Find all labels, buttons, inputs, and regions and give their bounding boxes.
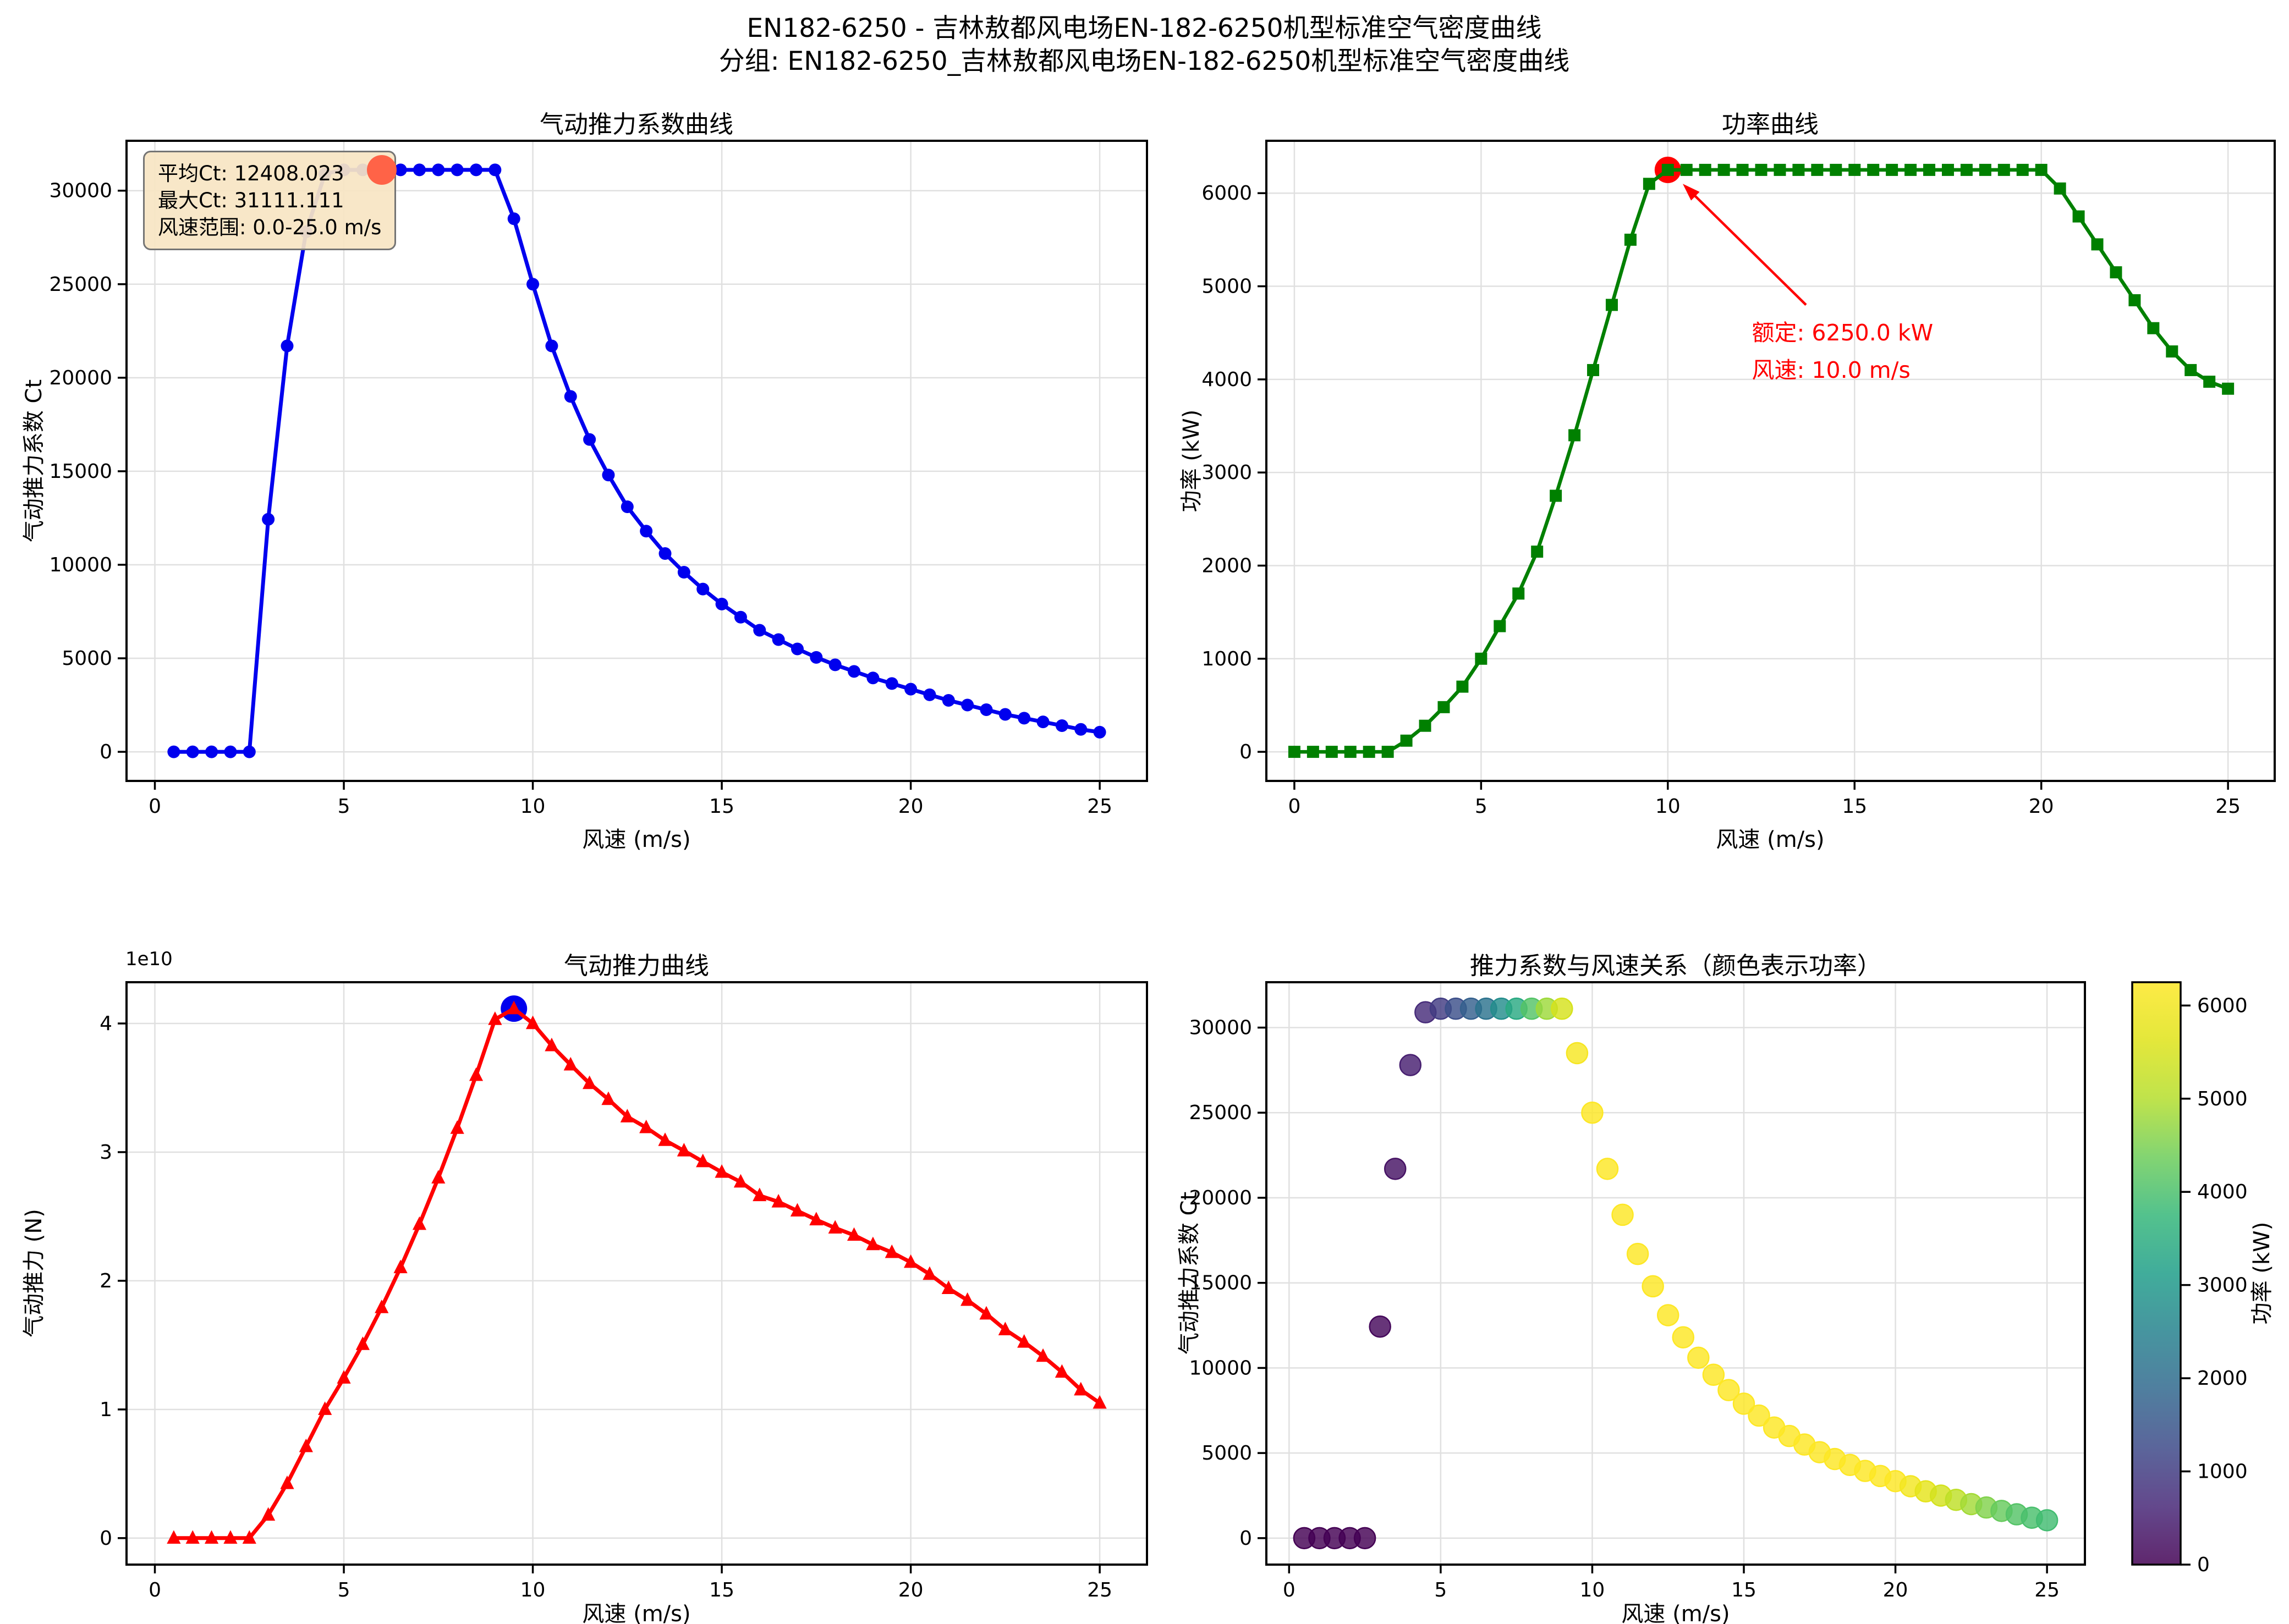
svg-text:5000: 5000 [62, 647, 112, 670]
svg-text:20: 20 [1883, 1579, 1908, 1601]
figure-subtitle: 分组: EN182-6250_吉林敖都风电场EN-182-6250机型标准空气密… [718, 46, 1570, 76]
svg-text:10000: 10000 [1189, 1357, 1252, 1379]
svg-text:5: 5 [338, 795, 350, 818]
svg-text:5: 5 [1434, 1579, 1447, 1601]
rated-power-annotation: 额定: 6250.0 kW 风速: 10.0 m/s [1752, 314, 1934, 389]
svg-text:25: 25 [1087, 1579, 1112, 1601]
svg-text:15000: 15000 [49, 460, 112, 483]
svg-text:1000: 1000 [2197, 1461, 2248, 1483]
svg-text:5000: 5000 [2197, 1088, 2248, 1110]
svg-text:5000: 5000 [1201, 276, 1252, 298]
svg-text:20000: 20000 [1189, 1187, 1252, 1209]
ct_vs_wind_colored_by_power-spines [1265, 981, 2086, 1566]
svg-text:2: 2 [100, 1270, 112, 1292]
svg-text:10: 10 [520, 795, 546, 818]
svg-text:1: 1 [100, 1399, 112, 1421]
svg-text:6000: 6000 [2197, 994, 2248, 1017]
svg-text:30000: 30000 [49, 180, 112, 202]
svg-text:15: 15 [1731, 1579, 1756, 1601]
svg-text:25: 25 [2215, 795, 2241, 818]
svg-text:0: 0 [100, 741, 112, 763]
scatter-title: 推力系数与风速关系（颜色表示功率） [1470, 952, 1881, 980]
ct-stats-tooltip: 平均Ct: 12408.023 最大Ct: 31111.111 风速范围: 0.… [143, 151, 397, 250]
ct_vs_wind_colored_by_power-points [1293, 997, 2059, 1550]
svg-text:4000: 4000 [1201, 368, 1252, 391]
scatter-xlabel: 风速 (m/s) [1621, 1601, 1730, 1624]
svg-text:0: 0 [149, 1579, 161, 1601]
svg-text:5: 5 [1475, 795, 1487, 818]
ct-curve-xlabel: 风速 (m/s) [582, 827, 691, 852]
thrust-curve-title: 气动推力曲线 [564, 952, 709, 980]
svg-text:3000: 3000 [2197, 1274, 2248, 1297]
rated-power-line: 额定: 6250.0 kW [1752, 320, 1934, 346]
tooltip-line-max-ct: 最大Ct: 31111.111 [158, 189, 344, 212]
thrust_curve-axes: 0 5 10 15 20 25 0 1 2 3 4 [100, 981, 1148, 1601]
svg-text:10: 10 [1655, 795, 1681, 818]
ct-curve-title: 气动推力系数曲线 [540, 111, 733, 139]
ct_curve-series [167, 163, 1106, 758]
thrust_curve-series [167, 1000, 1107, 1544]
svg-text:2000: 2000 [2197, 1367, 2248, 1390]
svg-text:10000: 10000 [49, 554, 112, 576]
svg-text:3000: 3000 [1201, 461, 1252, 484]
svg-text:4000: 4000 [2197, 1181, 2248, 1203]
svg-text:15: 15 [1842, 795, 1867, 818]
ct_vs_wind_colored_by_power-axes: 0 5 10 15 20 25050001000015000200002500030000… [1189, 981, 2248, 1601]
svg-text:0: 0 [100, 1527, 112, 1550]
svg-text:10: 10 [520, 1579, 546, 1601]
rated-annotation-arrow [1692, 192, 1807, 306]
svg-text:20: 20 [898, 795, 924, 818]
svg-text:2000: 2000 [1201, 554, 1252, 577]
svg-text:0: 0 [1283, 1579, 1296, 1601]
svg-text:0: 0 [2197, 1554, 2210, 1576]
thrust_curve-spines [125, 981, 1148, 1566]
rated-annotation-arrowhead [1682, 184, 1700, 201]
svg-text:20000: 20000 [49, 367, 112, 389]
svg-text:25: 25 [1087, 795, 1112, 818]
svg-text:6000: 6000 [1201, 182, 1252, 205]
svg-text:0: 0 [149, 795, 161, 818]
tooltip-line-mean-ct: 平均Ct: 12408.023 [158, 162, 344, 185]
max-ct-highlight-dot [366, 155, 397, 185]
figure-title: EN182-6250 - 吉林敖都风电场EN-182-6250机型标准空气密度曲… [746, 13, 1542, 43]
svg-text:0: 0 [1239, 1527, 1252, 1550]
svg-text:15: 15 [709, 795, 734, 818]
colorbar-gradient [2132, 982, 2181, 1565]
svg-text:1000: 1000 [1201, 648, 1252, 670]
svg-text:4: 4 [100, 1012, 112, 1035]
power_curve-spines [1265, 140, 2276, 782]
svg-text:25000: 25000 [1189, 1102, 1252, 1124]
tooltip-line-ws-range: 风速范围: 0.0-25.0 m/s [158, 216, 382, 239]
rated-wind-speed-line: 风速: 10.0 m/s [1752, 357, 1911, 384]
svg-text:10: 10 [1580, 1579, 1605, 1601]
thrust-curve-xlabel: 风速 (m/s) [582, 1601, 691, 1624]
svg-text:15000: 15000 [1189, 1272, 1252, 1295]
power-curve-title: 功率曲线 [1722, 111, 1819, 139]
svg-text:0: 0 [1288, 795, 1300, 818]
power_curve-axes: 0 5 10 15 20 25 0 1000 2000 3000 4000 5000 6000 [1201, 140, 2276, 818]
svg-text:20: 20 [898, 1579, 924, 1601]
power_curve-series [1288, 163, 2235, 758]
ct_curve-spines [125, 140, 1148, 782]
svg-text:25: 25 [2034, 1579, 2060, 1601]
svg-text:0: 0 [1239, 741, 1252, 763]
svg-text:3: 3 [100, 1141, 112, 1164]
thrust-axis-offset-text: 1e10 [125, 948, 173, 970]
svg-text:25000: 25000 [49, 273, 112, 296]
svg-text:20: 20 [2029, 795, 2054, 818]
svg-text:5: 5 [338, 1579, 350, 1601]
svg-text:15: 15 [709, 1579, 734, 1601]
svg-text:30000: 30000 [1189, 1017, 1252, 1039]
power-curve-xlabel: 风速 (m/s) [1716, 827, 1825, 852]
colorbar-outline [2131, 981, 2182, 1566]
svg-text:5000: 5000 [1201, 1442, 1252, 1465]
